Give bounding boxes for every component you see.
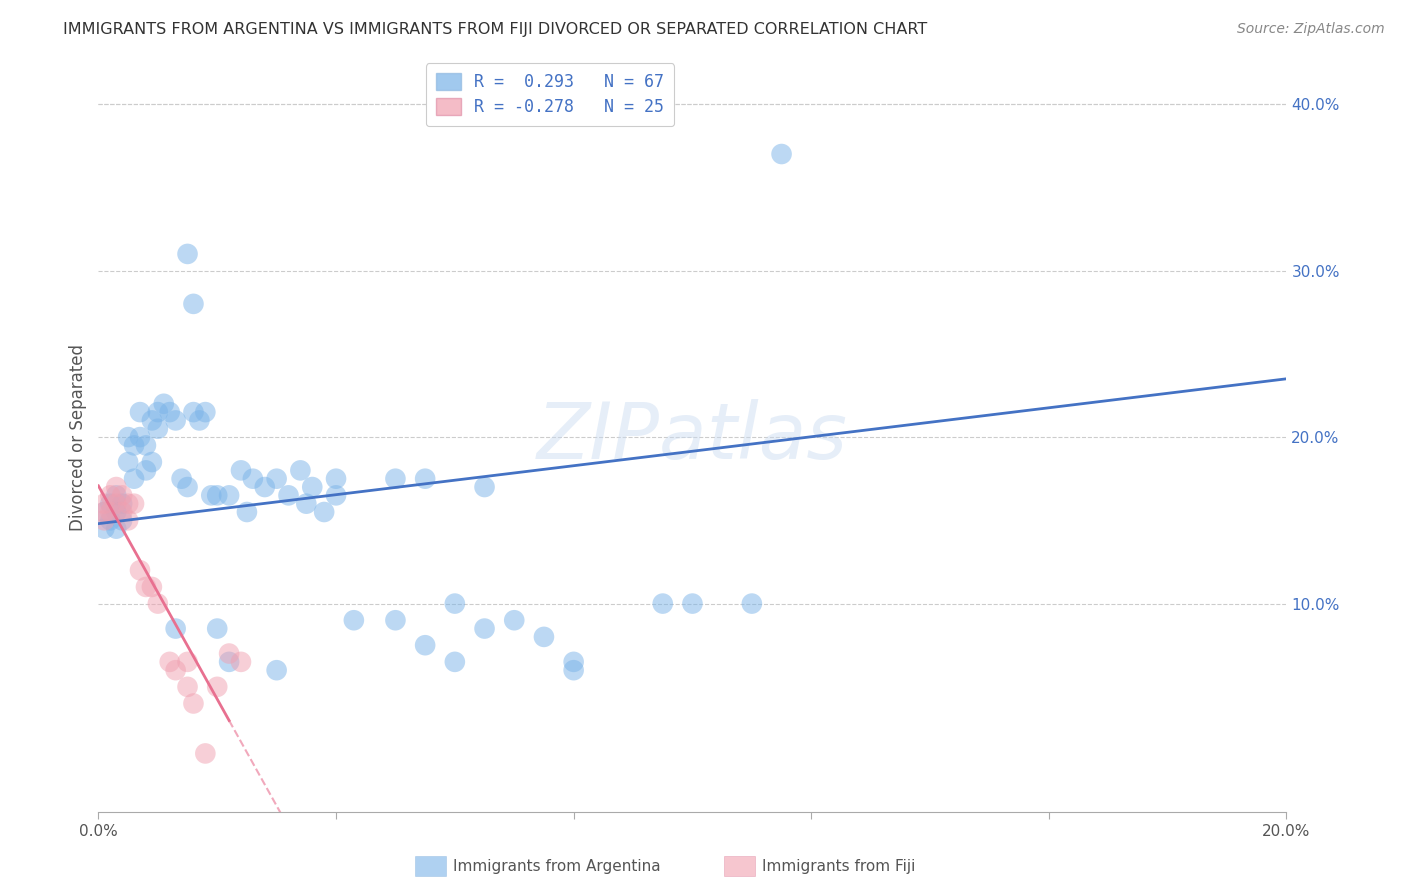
Point [146,422,169,436]
Point [129,430,152,444]
Point [105,497,128,511]
Point [188,413,211,427]
Point [111,488,134,502]
Point [141,413,163,427]
Point [176,655,198,669]
Point [98,497,121,511]
Point [295,497,318,511]
Point [98,488,121,502]
Point [207,680,229,694]
Point [105,480,128,494]
Point [277,488,299,502]
Point [135,580,157,594]
Point [93,522,115,536]
Point [200,488,222,502]
Point [207,622,229,636]
Point [253,480,276,494]
Point [562,655,585,669]
Point [159,655,181,669]
Text: Immigrants from Argentina: Immigrants from Argentina [453,859,661,873]
Point [325,472,347,486]
Point [135,463,157,477]
Point [93,505,115,519]
Point [183,297,205,311]
Point [218,647,240,661]
Point [474,622,496,636]
Point [117,513,139,527]
Point [236,505,259,519]
Point [503,613,526,627]
Point [122,438,145,452]
Point [98,505,121,519]
Point [229,463,252,477]
Point [170,472,193,486]
Point [152,397,174,411]
Point [218,488,240,502]
Point [129,563,152,577]
Point [207,488,229,502]
Point [122,472,145,486]
Point [770,147,793,161]
Point [111,505,134,519]
Point [183,405,205,419]
Point [384,472,406,486]
Point [266,472,288,486]
Point [105,488,128,502]
Point [141,580,163,594]
Point [98,513,121,527]
Point [117,455,139,469]
Point [129,405,152,419]
Point [290,463,312,477]
Point [314,505,336,519]
Point [413,638,436,652]
Point [218,655,240,669]
Point [266,663,288,677]
Point [176,680,198,694]
Point [117,430,139,444]
Point [194,405,217,419]
Point [165,663,187,677]
Point [146,405,169,419]
Point [533,630,555,644]
Point [146,597,169,611]
Point [176,480,198,494]
Point [141,455,163,469]
Point [105,505,128,519]
Point [93,513,115,527]
Point [413,472,436,486]
Legend: R =  0.293   N = 67, R = -0.278   N = 25: R = 0.293 N = 67, R = -0.278 N = 25 [426,63,673,127]
Point [93,497,115,511]
Point [176,247,198,261]
Text: Immigrants from Fiji: Immigrants from Fiji [762,859,915,873]
Point [651,597,673,611]
Point [343,613,366,627]
Point [194,747,217,761]
Point [301,480,323,494]
Point [384,613,406,627]
Point [93,505,115,519]
Point [443,655,465,669]
Point [111,497,134,511]
Point [122,497,145,511]
Point [242,472,264,486]
Point [165,622,187,636]
Point [474,480,496,494]
Point [741,597,763,611]
Y-axis label: Divorced or Separated: Divorced or Separated [69,343,87,531]
Text: Source: ZipAtlas.com: Source: ZipAtlas.com [1237,22,1385,37]
Point [183,697,205,711]
Point [229,655,252,669]
Point [117,497,139,511]
Point [159,405,181,419]
Point [105,522,128,536]
Text: IMMIGRANTS FROM ARGENTINA VS IMMIGRANTS FROM FIJI DIVORCED OR SEPARATED CORRELAT: IMMIGRANTS FROM ARGENTINA VS IMMIGRANTS … [63,22,928,37]
Point [165,413,187,427]
Point [443,597,465,611]
Point [325,488,347,502]
Point [111,513,134,527]
Point [682,597,704,611]
Point [135,438,157,452]
Point [562,663,585,677]
Text: ZIPatlas: ZIPatlas [537,399,848,475]
